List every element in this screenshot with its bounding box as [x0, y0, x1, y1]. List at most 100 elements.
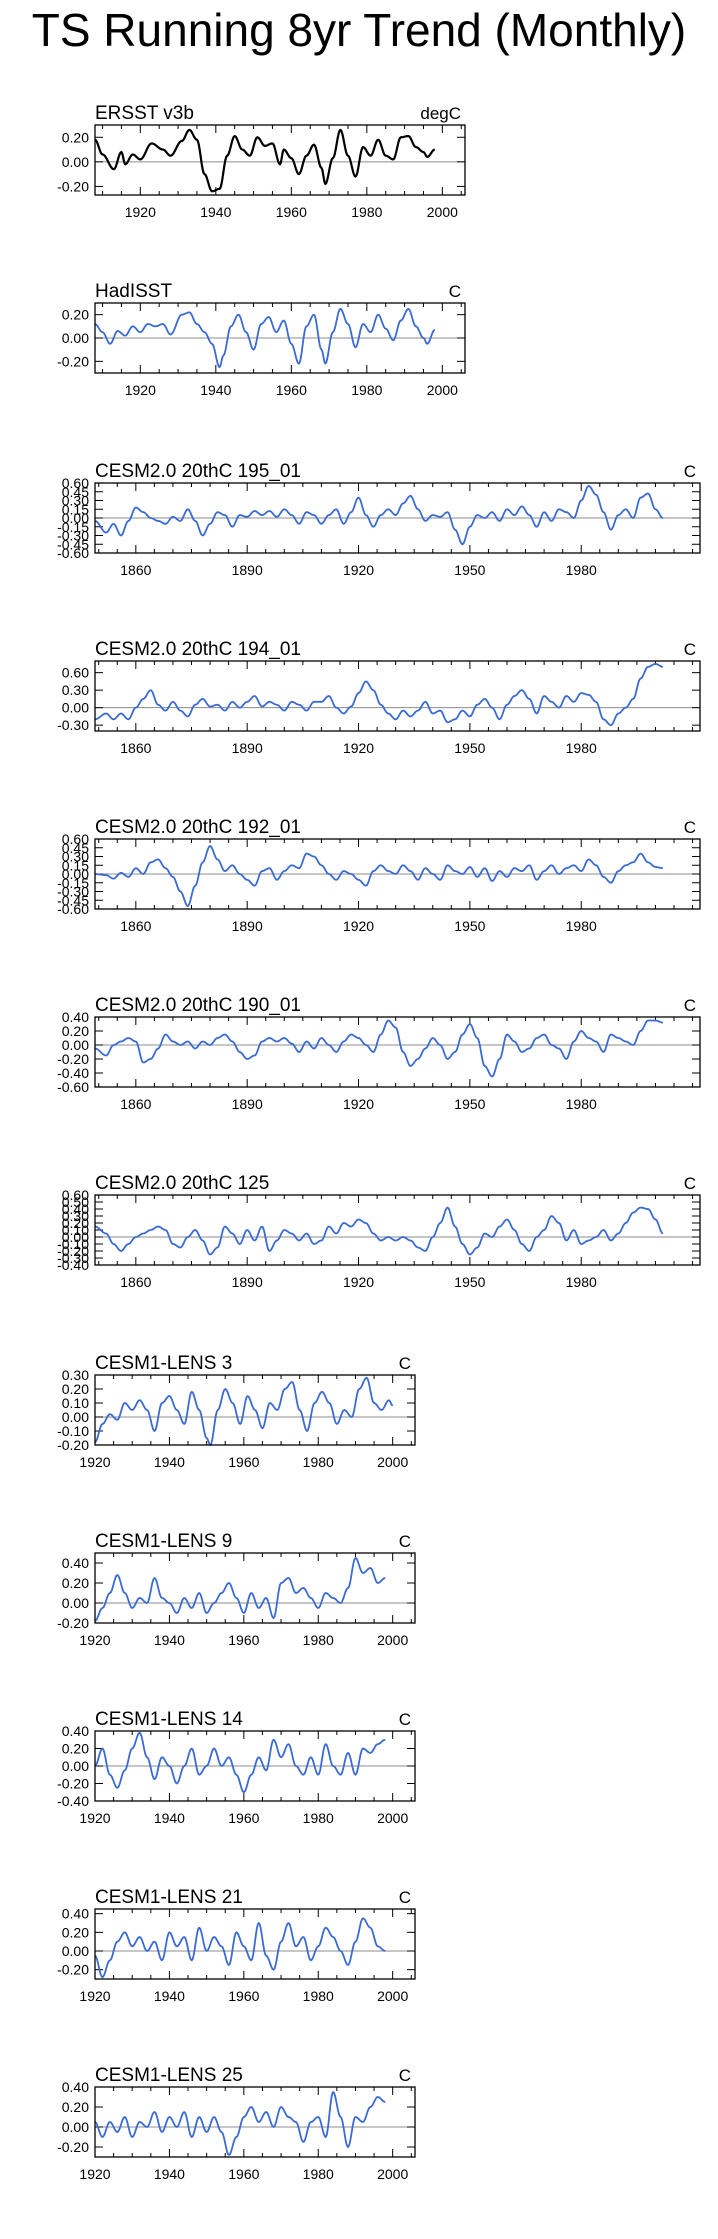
series-line: [94, 1557, 386, 1622]
y-tick-label: 0.60: [62, 1187, 89, 1203]
plot-frame: [94, 302, 466, 374]
chart-svg: ERSST v3b degC 1920 1940 1960 1980 2000 -0.20 0.…: [57, 103, 466, 220]
chart-panel: CESM1-LENS 25 C 1920 1940 1960 1980 2000 -0.20 0…: [0, 2062, 718, 2239]
y-tick-label: -0.20: [57, 1962, 89, 1978]
x-tick-label: 1980: [303, 1810, 334, 1826]
x-tick-label: 1890: [232, 1274, 263, 1290]
x-tick-label: 2000: [427, 382, 458, 398]
plot-frame: [94, 660, 701, 732]
series-line: [94, 1376, 394, 1446]
chart-panel: CESM2.0 20thC 192_01 C 1860 1890 1920 1950 198…: [0, 814, 718, 991]
x-tick-label: 1940: [200, 204, 231, 220]
chart-units: C: [399, 1354, 411, 1373]
x-tick-label: 1960: [228, 1810, 259, 1826]
y-tick-label: 0.10: [62, 1395, 89, 1411]
plot-frame: [94, 1730, 416, 1802]
y-tick-label: -0.40: [57, 1065, 89, 1081]
x-tick-label: 1920: [79, 1632, 110, 1648]
chart-svg: CESM1-LENS 3 C 1920 1940 1960 1980 2000 -0.20-0…: [57, 1353, 416, 1470]
y-tick-label: 0.45: [62, 484, 89, 500]
y-tick-label: -0.20: [57, 2139, 89, 2155]
y-tick-label: 0.40: [62, 1723, 89, 1739]
y-tick-label: 0.10: [62, 1222, 89, 1238]
y-tick-label: -0.60: [57, 1079, 89, 1095]
chart-title: CESM2.0 20thC 125: [95, 1173, 269, 1194]
plot-frame: [94, 1552, 416, 1624]
y-tick-label: 0.00: [62, 1409, 89, 1425]
y-tick-label: -0.20: [57, 1776, 89, 1792]
chart-svg: CESM2.0 20thC 195_01 C 1860 1890 1920 1950 198…: [57, 461, 701, 578]
y-tick-label: -0.20: [57, 1051, 89, 1067]
chart-units: C: [399, 2066, 411, 2085]
x-tick-label: 1920: [343, 918, 374, 934]
x-tick-label: 1940: [154, 1454, 185, 1470]
y-tick-label: -0.30: [57, 1250, 89, 1266]
y-tick-label: 0.20: [62, 307, 89, 323]
y-tick-label: -0.40: [57, 1257, 89, 1273]
y-tick-label: 0.30: [62, 1367, 89, 1383]
y-tick-label: 0.00: [62, 510, 89, 526]
x-tick-label: 1890: [232, 1096, 263, 1112]
y-tick-label: 0.20: [62, 1741, 89, 1757]
x-tick-label: 1860: [120, 1274, 151, 1290]
chart-units: degC: [420, 104, 461, 123]
x-tick-label: 1920: [343, 562, 374, 578]
chart-title: CESM1-LENS 9: [95, 1531, 232, 1552]
chart-panel: CESM2.0 20thC 194_01 C 1860 1890 1920 1950 198…: [0, 636, 718, 813]
y-tick-label: 0.30: [62, 1208, 89, 1224]
x-tick-label: 2000: [377, 2166, 408, 2182]
x-tick-label: 1920: [79, 1810, 110, 1826]
plot-frame: [94, 1908, 416, 1980]
y-tick-label: 0.40: [62, 1906, 89, 1922]
x-tick-label: 1920: [79, 2166, 110, 2182]
chart-svg: CESM1-LENS 25 C 1920 1940 1960 1980 2000 -0.20 0…: [57, 2065, 416, 2182]
y-tick-label: 0.00: [62, 1229, 89, 1245]
y-tick-label: -0.20: [57, 178, 89, 194]
chart-title: CESM1-LENS 3: [95, 1353, 232, 1374]
x-tick-label: 2000: [377, 1988, 408, 2004]
chart-svg: CESM2.0 20thC 125 C 1860 1890 1920 1950 1980 -0…: [57, 1173, 701, 1290]
chart-svg: CESM1-LENS 14 C 1920 1940 1960 1980 2000 -0.40-…: [57, 1709, 416, 1826]
y-tick-label: 0.00: [62, 700, 89, 716]
y-tick-label: 0.20: [62, 1924, 89, 1940]
series-line: [94, 1731, 386, 1794]
chart-units: C: [449, 282, 461, 301]
y-tick-label: -0.10: [57, 1423, 89, 1439]
x-tick-label: 1890: [232, 740, 263, 756]
x-tick-label: 1950: [454, 1274, 485, 1290]
series-line: [94, 1206, 664, 1256]
y-tick-label: 0.40: [62, 1201, 89, 1217]
chart-svg: CESM2.0 20thC 192_01 C 1860 1890 1920 1950 198…: [57, 817, 701, 934]
x-tick-label: 1920: [343, 740, 374, 756]
x-tick-label: 1960: [276, 382, 307, 398]
x-tick-label: 1860: [120, 740, 151, 756]
chart-panel: CESM2.0 20thC 195_01 C 1860 1890 1920 1950 198…: [0, 458, 718, 635]
x-tick-label: 1920: [125, 204, 156, 220]
y-tick-label: 0.20: [62, 1023, 89, 1039]
y-tick-label: -0.60: [57, 901, 89, 917]
x-tick-label: 2000: [377, 1810, 408, 1826]
figure-title: TS Running 8yr Trend (Monthly): [31, 4, 687, 56]
chart-title: HadISST: [95, 281, 172, 302]
x-tick-label: 1920: [79, 1988, 110, 2004]
y-tick-label: -0.30: [57, 884, 89, 900]
y-tick-label: 0.00: [62, 1943, 89, 1959]
x-tick-label: 1860: [120, 1096, 151, 1112]
plot-frame: [94, 1194, 701, 1266]
chart-title: ERSST v3b: [95, 103, 194, 124]
chart-units: C: [399, 1710, 411, 1729]
chart-title: CESM1-LENS 25: [95, 2065, 243, 2086]
plot-frame: [94, 482, 701, 554]
chart-panel: CESM2.0 20thC 125 C 1860 1890 1920 1950 1980 -0…: [0, 1170, 718, 1347]
y-tick-label: -0.15: [57, 875, 89, 891]
chart-units: C: [684, 640, 696, 659]
y-tick-label: -0.20: [57, 1437, 89, 1453]
y-tick-label: 0.00: [62, 1595, 89, 1611]
x-tick-label: 1920: [125, 382, 156, 398]
x-tick-label: 1980: [303, 1988, 334, 2004]
chart-title: CESM1-LENS 21: [95, 1887, 243, 1908]
x-tick-label: 2000: [377, 1454, 408, 1470]
y-tick-label: -0.30: [57, 717, 89, 733]
x-tick-label: 1940: [154, 1810, 185, 1826]
